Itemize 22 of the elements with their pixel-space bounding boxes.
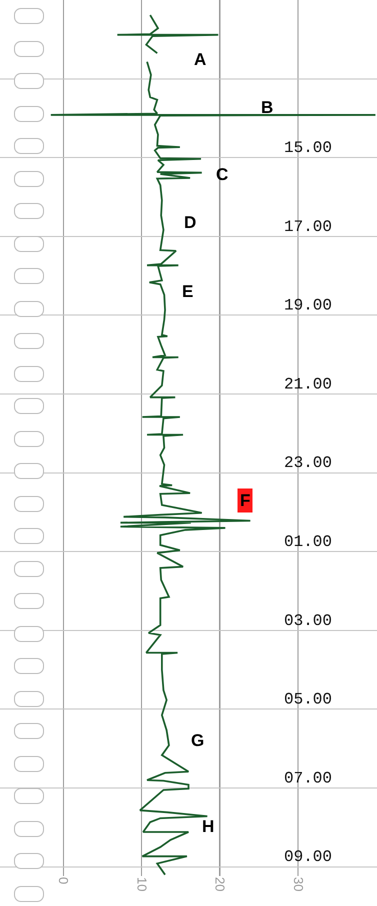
annotation: E: [182, 282, 194, 301]
y-tick-label: 03.00: [284, 612, 332, 630]
annotation: G: [191, 731, 204, 750]
x-tick-label: 30: [290, 877, 306, 892]
y-tick-label: 01.00: [284, 533, 332, 551]
x-tick-label: 0: [56, 877, 72, 884]
y-tick-label: 09.00: [284, 848, 332, 866]
x-tick-label: 20: [212, 877, 228, 892]
annotation: C: [216, 165, 228, 184]
annotation: B: [261, 98, 274, 117]
y-tick-label: 17.00: [284, 218, 332, 236]
annotation: F: [240, 491, 250, 510]
y-tick-label: 05.00: [284, 690, 332, 709]
annotation: D: [184, 213, 196, 232]
y-tick-label: 21.00: [284, 375, 332, 394]
annotation: A: [194, 50, 206, 69]
x-tick-label: 10: [134, 877, 150, 892]
annotation: H: [202, 817, 214, 836]
y-tick-label: 19.00: [284, 296, 332, 315]
y-tick-label: 15.00: [284, 139, 332, 157]
y-tick-label: 23.00: [284, 454, 332, 472]
y-tick-label: 07.00: [284, 769, 332, 788]
